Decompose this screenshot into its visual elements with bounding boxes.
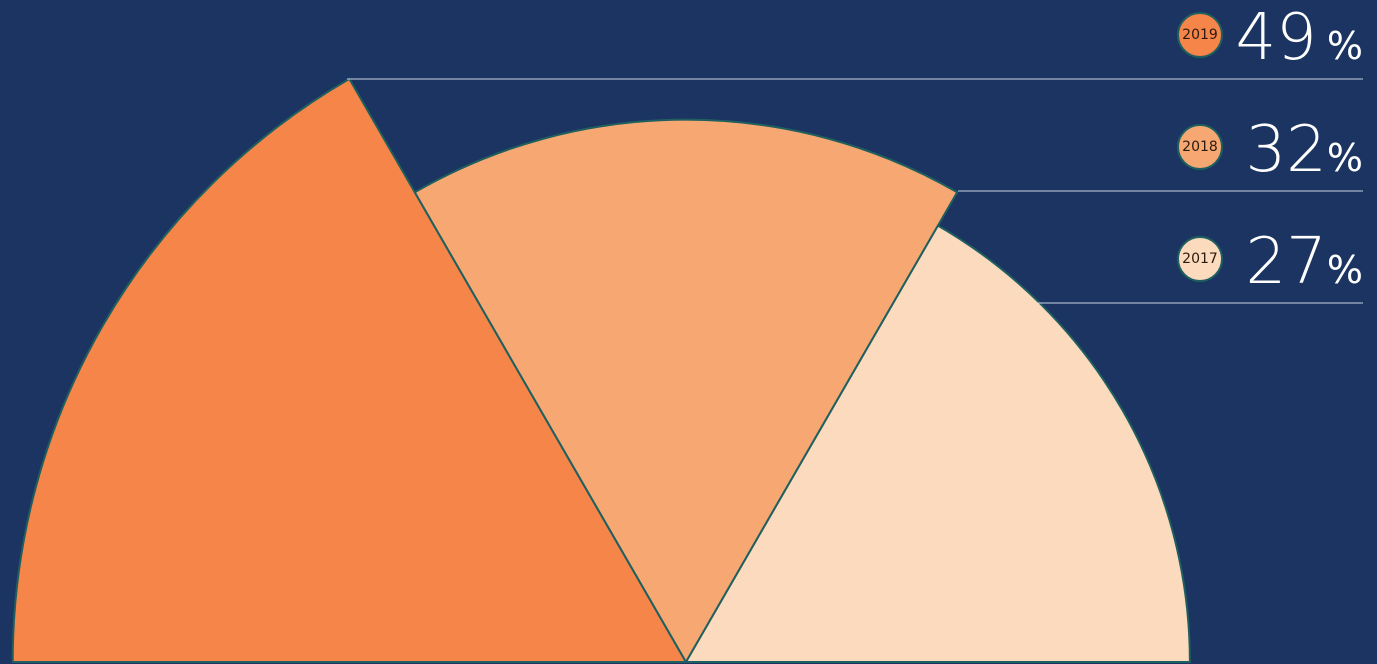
rose-slice bbox=[11, 77, 688, 663]
legend-value: 27% bbox=[1245, 225, 1363, 299]
legend-badge bbox=[1177, 12, 1223, 58]
legend-value: 49% bbox=[1235, 1, 1363, 75]
legend-badge bbox=[1177, 236, 1223, 282]
legend-year: 2017 bbox=[1182, 251, 1218, 267]
legend-value: 32% bbox=[1245, 113, 1363, 187]
value-unit: % bbox=[1327, 248, 1363, 292]
legend-badge bbox=[1177, 124, 1223, 170]
rose-slice bbox=[684, 224, 1191, 663]
value-number: 27 bbox=[1245, 225, 1326, 299]
rose-slice bbox=[413, 118, 959, 664]
value-unit: % bbox=[1327, 136, 1363, 180]
legend-year: 2018 bbox=[1182, 139, 1218, 155]
value-number: 32 bbox=[1245, 113, 1326, 187]
legend-year: 2019 bbox=[1182, 27, 1218, 43]
value-unit: % bbox=[1327, 24, 1363, 68]
value-number: 49 bbox=[1235, 1, 1316, 75]
